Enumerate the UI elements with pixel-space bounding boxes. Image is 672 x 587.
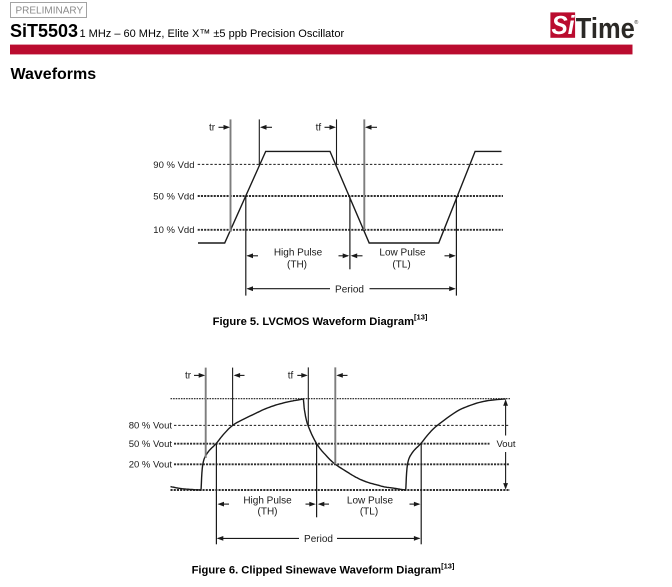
svg-text:tf: tf (316, 123, 322, 134)
svg-text:tf: tf (288, 371, 294, 382)
svg-text:Time: Time (576, 13, 635, 45)
svg-text:tr: tr (185, 371, 192, 382)
svg-text:20 % Vout: 20 % Vout (129, 460, 173, 471)
svg-text:Waveforms: Waveforms (11, 66, 97, 83)
svg-text:High Pulse: High Pulse (274, 247, 323, 258)
svg-text:50 % Vdd: 50 % Vdd (153, 191, 194, 202)
svg-text:High Pulse: High Pulse (243, 495, 292, 506)
svg-text:(TH): (TH) (258, 506, 278, 517)
svg-text:tr: tr (209, 122, 216, 133)
svg-text:(TH): (TH) (287, 260, 307, 271)
svg-text:®: ® (634, 19, 638, 26)
svg-text:Si: Si (552, 10, 576, 40)
svg-text:Low Pulse: Low Pulse (347, 495, 394, 506)
svg-text:Vout: Vout (496, 439, 515, 450)
svg-text:SiT5503: SiT5503 (10, 21, 78, 41)
svg-text:PRELIMINARY: PRELIMINARY (16, 6, 84, 17)
svg-text:10 % Vdd: 10 % Vdd (153, 225, 194, 236)
svg-text:80 % Vout: 80 % Vout (129, 421, 173, 432)
svg-text:Figure 6. Clipped Sinewave Wav: Figure 6. Clipped Sinewave Waveform Diag… (192, 561, 455, 576)
svg-text:Figure 5. LVCMOS Waveform Diag: Figure 5. LVCMOS Waveform Diagram[13] (213, 313, 428, 328)
svg-text:90 % Vdd: 90 % Vdd (153, 160, 194, 171)
svg-text:Period: Period (335, 285, 364, 296)
svg-text:50 % Vout: 50 % Vout (129, 439, 173, 450)
svg-text:Low Pulse: Low Pulse (379, 247, 426, 258)
svg-text:1 MHz – 60 MHz, Elite X™ ±5 pp: 1 MHz – 60 MHz, Elite X™ ±5 ppb Precisio… (80, 28, 345, 40)
svg-text:(TL): (TL) (360, 506, 378, 517)
svg-text:(TL): (TL) (392, 260, 410, 271)
svg-text:Period: Period (304, 534, 333, 545)
